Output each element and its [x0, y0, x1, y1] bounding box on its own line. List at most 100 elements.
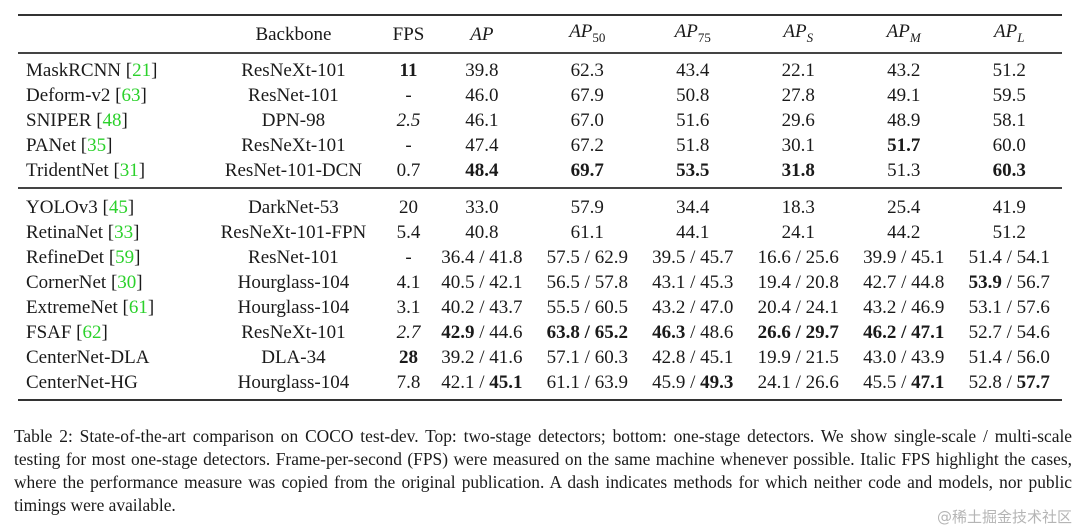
metric-cell: 51.8	[640, 133, 745, 158]
citation-link[interactable]: 21	[132, 60, 152, 81]
fps-cell: 3.1	[388, 295, 429, 320]
metric-cell: 44.2	[851, 220, 956, 245]
method-name: CenterNet-DLA	[26, 347, 150, 368]
method-name: CenterNet-HG	[26, 372, 138, 393]
metric-value: 18.3	[781, 197, 815, 218]
metric-cell: 53.9 / 56.7	[968, 272, 1050, 293]
metric-value: 24.1	[781, 222, 815, 243]
method-cell: MaskRCNN [21]	[26, 60, 158, 81]
metric-cell: 57.5 / 62.9	[546, 247, 628, 268]
method-cell: FSAF [62]	[26, 322, 108, 343]
metric-cell: 26.6 / 29.7	[757, 322, 839, 343]
metric-value: 52.8	[968, 372, 1002, 393]
metric-value: 40.2	[441, 297, 475, 318]
backbone-cell: DPN-98	[261, 110, 326, 131]
metric-value: 27.8	[781, 85, 815, 106]
metric-value: 45.9	[652, 372, 686, 393]
metric-cell: 18.3	[746, 188, 851, 220]
citation-link[interactable]: 62	[82, 322, 102, 343]
citation-link[interactable]: 30	[117, 272, 137, 293]
metric-value: 49.3	[700, 372, 734, 393]
header-metric: AP	[470, 23, 494, 45]
metric-value: 69.7	[570, 160, 604, 181]
metric-cell: 52.8 / 57.7	[968, 372, 1050, 393]
table-row: PANet [35] ResNeXt-101 - 47.4 67.2 51.8 30.1 51…	[18, 133, 1062, 158]
metric-value: 44.8	[911, 272, 945, 293]
table-row: Deform-v2 [63] ResNet-101 - 46.0 67.9 50.8 27.…	[18, 83, 1062, 108]
table-row: CenterNet-DLA DLA-34 28 39.2 / 41.6 57.1 / 6…	[18, 345, 1062, 370]
citation-link[interactable]: 45	[108, 197, 128, 218]
metric-value: 20.8	[805, 272, 839, 293]
metric-value: 45.1	[700, 347, 734, 368]
metric-value: 43.1	[652, 272, 686, 293]
metric-value: 30.1	[781, 135, 815, 156]
citation-link[interactable]: 31	[119, 160, 139, 181]
citation-link[interactable]: 33	[114, 222, 134, 243]
metric-cell: 46.1	[429, 108, 534, 133]
metric-value: 54.1	[1016, 247, 1050, 268]
method-name: FSAF	[26, 322, 72, 343]
metric-value: 46.1	[465, 110, 499, 131]
metric-value: 42.9	[441, 322, 475, 343]
metric-cell: 43.2 / 47.0	[652, 297, 734, 318]
method-name: SNIPER	[26, 110, 92, 131]
backbone-cell: ResNeXt-101	[241, 135, 346, 156]
citation-link[interactable]: 61	[128, 297, 148, 318]
metric-cell: 62.3	[535, 53, 640, 83]
metric-value: 29.6	[781, 110, 815, 131]
table-row: ExtremeNet [61] Hourglass-104 3.1 40.2 / 43…	[18, 295, 1062, 320]
table-group-one-stage: YOLOv3 [45] DarkNet-53 20 33.0 57.9 34.4 18.3 2…	[18, 188, 1062, 400]
citation-link[interactable]: 63	[121, 85, 141, 106]
backbone-cell: ResNet-101	[248, 85, 339, 106]
metric-value: 41.9	[992, 197, 1026, 218]
citation-link[interactable]: 59	[115, 247, 135, 268]
metric-value: 19.9	[757, 347, 791, 368]
metric-value: 67.2	[570, 135, 604, 156]
metric-cell: 50.8	[640, 83, 745, 108]
column-header	[18, 15, 199, 53]
citation-link[interactable]: 48	[102, 110, 122, 131]
metric-value: 46.2	[863, 322, 897, 343]
column-header: AP75	[640, 15, 745, 53]
fps-cell: 2.7	[388, 320, 429, 345]
metric-value: 43.7	[489, 297, 523, 318]
fps-value: 2.5	[396, 110, 421, 131]
metric-value: 58.1	[992, 110, 1026, 131]
metric-value: 42.1	[489, 272, 523, 293]
table-row: SNIPER [48] DPN-98 2.5 46.1 67.0 51.6 29.6 48.9…	[18, 108, 1062, 133]
metric-cell: 30.1	[746, 133, 851, 158]
metric-value: 40.8	[465, 222, 499, 243]
metric-value: 53.1	[968, 297, 1002, 318]
metric-cell: 58.1	[956, 108, 1062, 133]
metric-value: 25.6	[805, 247, 839, 268]
metric-cell: 52.7 / 54.6	[968, 322, 1050, 343]
metric-cell: 25.4	[851, 188, 956, 220]
metric-cell: 51.4 / 54.1	[968, 247, 1050, 268]
fps-value: -	[405, 247, 412, 268]
metric-cell: 61.1 / 63.9	[546, 372, 628, 393]
method-cell: Deform-v2 [63]	[26, 85, 147, 106]
metric-value: 51.2	[992, 60, 1026, 81]
metric-cell: 43.0 / 43.9	[863, 347, 945, 368]
metric-value: 25.4	[887, 197, 921, 218]
metric-value: 48.9	[887, 110, 921, 131]
fps-value: -	[405, 135, 412, 156]
backbone-cell: ResNeXt-101-FPN	[220, 222, 367, 243]
metric-value: 53.9	[968, 272, 1002, 293]
citation-link[interactable]: 35	[87, 135, 107, 156]
metric-cell: 51.2	[956, 220, 1062, 245]
metric-value: 40.5	[441, 272, 475, 293]
table-caption: Table 2: State-of-the-art comparison on …	[14, 426, 1072, 515]
metric-cell: 69.7	[535, 158, 640, 188]
method-cell: YOLOv3 [45]	[26, 197, 135, 218]
column-header: FPS	[388, 15, 429, 53]
metric-cell: 55.5 / 60.5	[546, 297, 628, 318]
metric-cell: 34.4	[640, 188, 745, 220]
metric-value: 31.8	[781, 160, 815, 181]
method-name: RetinaNet	[26, 222, 104, 243]
metric-value: 47.0	[700, 297, 734, 318]
metric-value: 57.6	[1016, 297, 1050, 318]
metric-cell: 51.4 / 56.0	[968, 347, 1050, 368]
metric-value: 34.4	[676, 197, 710, 218]
fps-cell: 2.5	[388, 108, 429, 133]
